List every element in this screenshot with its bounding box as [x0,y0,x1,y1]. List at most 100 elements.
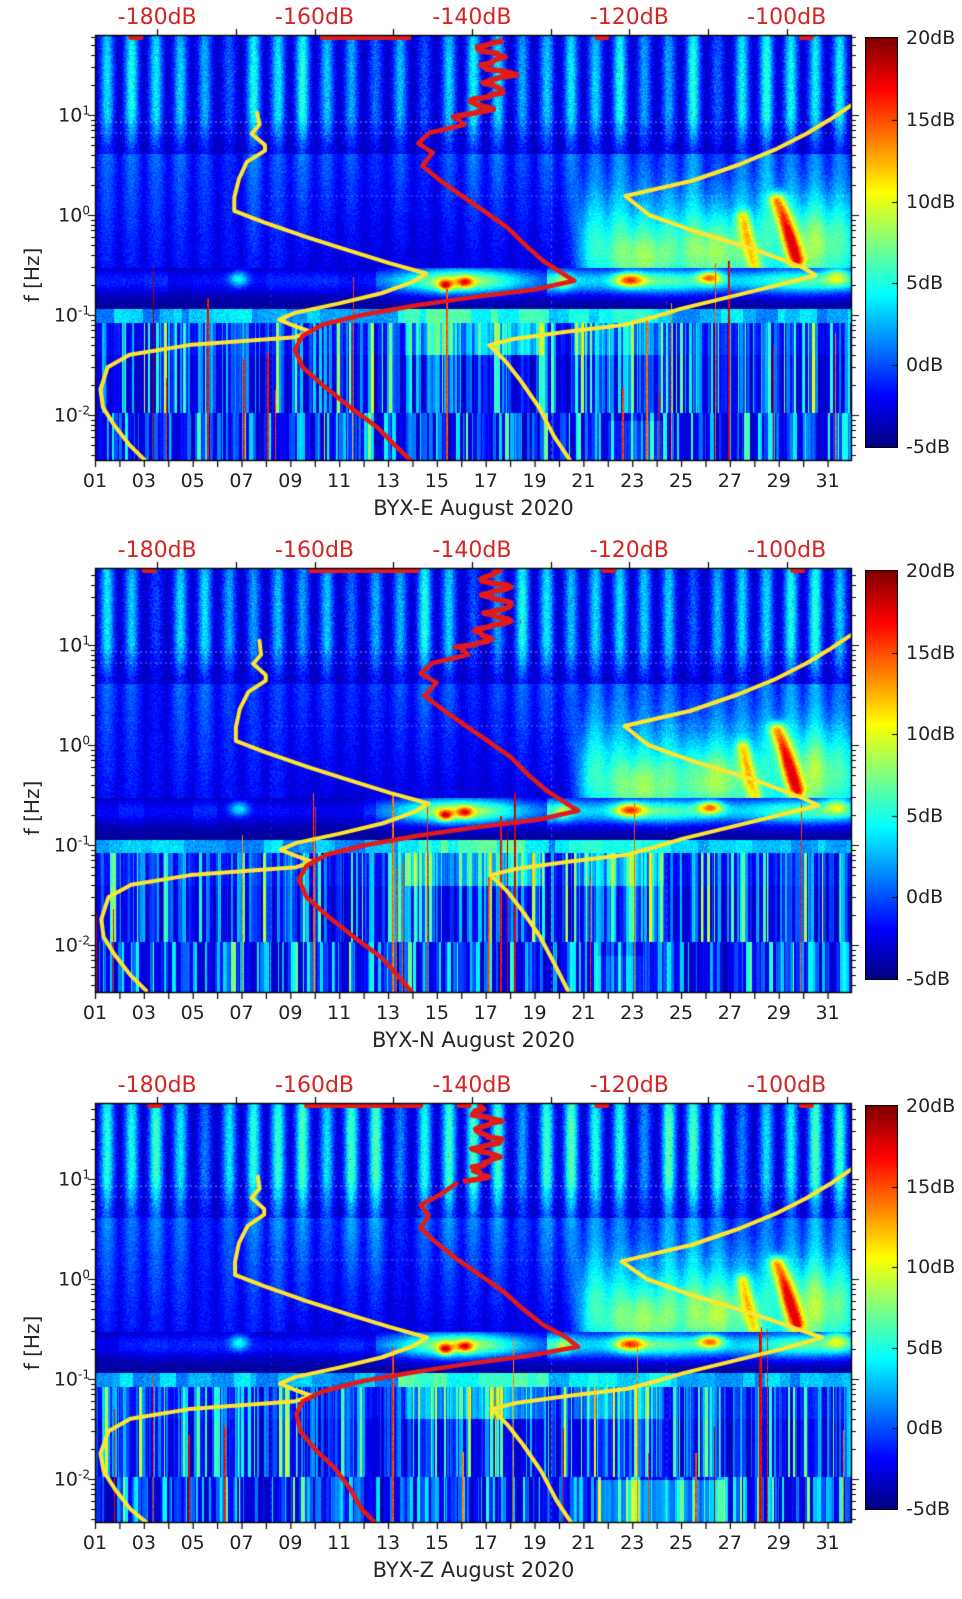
top-axis-db-label: -160dB [275,5,355,30]
x-tick-label: 01 [82,1002,108,1024]
top-axis-db-label: -140dB [432,5,512,30]
top-axis-db-label: -120dB [589,1073,669,1098]
colorbar-tick-label: -5dB [906,436,951,458]
x-tick-label: 03 [131,1002,156,1024]
top-axis-db-label: -180dB [117,5,197,30]
colorbar-tick-label: 15dB [906,641,956,664]
y-tick-label: 101 [58,103,90,127]
x-tick-label: 15 [424,1002,449,1024]
y-axis-title: f [Hz] [20,780,44,836]
x-tick-label: 29 [766,1532,791,1554]
x-tick-label: 27 [717,1002,742,1024]
colorbar-tick-label: 20dB [906,27,956,49]
spectrogram-plot-canvas [85,560,862,1001]
top-axis-db-label: -120dB [589,5,669,30]
colorbar-tick-label: 10dB [906,190,956,213]
x-tick-label: 07 [229,1532,254,1554]
y-tick-label: 10-2 [53,403,90,427]
y-tick-label: 100 [58,733,90,757]
x-tick-label: 05 [180,1532,205,1554]
x-tick-label: 31 [815,470,840,492]
top-axis-db-label: -160dB [275,1073,355,1098]
y-axis-title: f [Hz] [20,247,44,303]
y-axis-title: f [Hz] [20,1315,44,1371]
colorbar-gradient [865,570,898,980]
colorbar-gradient [865,1105,898,1510]
x-tick-label: 07 [229,1002,254,1024]
colorbar-tick-label: 5dB [906,272,944,295]
y-tick-label: 10-2 [53,1467,90,1491]
top-axis-db-label: -180dB [117,1073,197,1098]
x-tick-label: 27 [717,470,742,492]
x-tick-label: 07 [229,470,254,492]
x-tick-label: 31 [815,1002,840,1024]
x-tick-label: 29 [766,1002,791,1024]
y-tick-label: 100 [58,1267,90,1291]
x-tick-label: 13 [375,1002,401,1024]
colorbar-tick-label: -5dB [906,968,951,990]
colorbar-tick-label: 15dB [906,108,956,131]
x-tick-label: 27 [717,1532,742,1554]
x-tick-label: 19 [522,470,547,492]
x-axis-title: BYX-N August 2020 [372,1028,575,1052]
y-tick-label: 10-1 [53,833,90,857]
x-tick-label: 09 [278,1532,303,1554]
x-tick-label: 23 [620,1532,645,1554]
x-tick-label: 21 [571,470,596,492]
x-tick-label: 03 [131,1532,156,1554]
x-tick-label: 05 [180,1002,205,1024]
x-tick-label: 03 [131,470,156,492]
spectrogram-plot-canvas [85,27,862,469]
colorbar-tick-label: 5dB [906,804,944,827]
x-tick-label: 13 [375,470,401,492]
y-tick-label: 100 [58,203,90,227]
x-tick-label: 15 [424,1532,449,1554]
x-tick-label: 17 [473,1002,498,1024]
x-tick-label: 25 [668,1002,694,1024]
x-tick-label: 23 [620,1002,645,1024]
colorbar-tick-label: 0dB [906,886,944,909]
y-tick-label: 10-1 [53,303,90,327]
top-axis-db-label: -180dB [117,538,197,563]
x-tick-label: 17 [473,470,498,492]
top-axis-db-label: -100dB [747,5,827,30]
x-tick-label: 19 [522,1002,547,1024]
x-tick-label: 21 [571,1532,596,1554]
colorbar-tick-label: 5dB [906,1336,944,1359]
x-tick-label: 13 [375,1532,401,1554]
y-tick-label: 101 [58,1167,90,1191]
x-tick-label: 01 [82,470,108,492]
spectrogram-plot-canvas [85,1095,862,1531]
x-axis-title: BYX-Z August 2020 [372,1558,575,1582]
x-tick-label: 31 [815,1532,840,1554]
x-tick-label: 09 [278,470,303,492]
top-axis-db-label: -100dB [747,538,827,563]
x-tick-label: 09 [278,1002,303,1024]
colorbar-tick-label: -5dB [906,1498,951,1520]
colorbar-tick-label: 10dB [906,723,956,746]
colorbar-tick-label: 0dB [906,1417,944,1440]
x-tick-label: 01 [82,1532,108,1554]
x-tick-label: 11 [327,1002,352,1024]
x-tick-label: 05 [180,470,205,492]
x-tick-label: 11 [327,1532,352,1554]
top-axis-db-label: -160dB [275,538,355,563]
x-tick-label: 11 [327,470,352,492]
top-axis-db-label: -140dB [432,538,512,563]
x-tick-label: 25 [668,1532,694,1554]
x-tick-label: 29 [766,470,791,492]
y-tick-label: 10-1 [53,1367,90,1391]
x-axis-title: BYX-E August 2020 [373,496,574,520]
colorbar-tick-label: 0dB [906,354,944,377]
x-tick-label: 19 [522,1532,547,1554]
x-tick-label: 17 [473,1532,498,1554]
colorbar-tick-label: 20dB [906,560,956,582]
top-axis-db-label: -140dB [432,1073,512,1098]
colorbar-tick-label: 15dB [906,1175,956,1198]
colorbar-tick-label: 10dB [906,1256,956,1279]
colorbar-gradient [865,37,898,448]
x-tick-label: 21 [571,1002,596,1024]
top-axis-db-label: -120dB [589,538,669,563]
x-tick-label: 25 [668,470,694,492]
